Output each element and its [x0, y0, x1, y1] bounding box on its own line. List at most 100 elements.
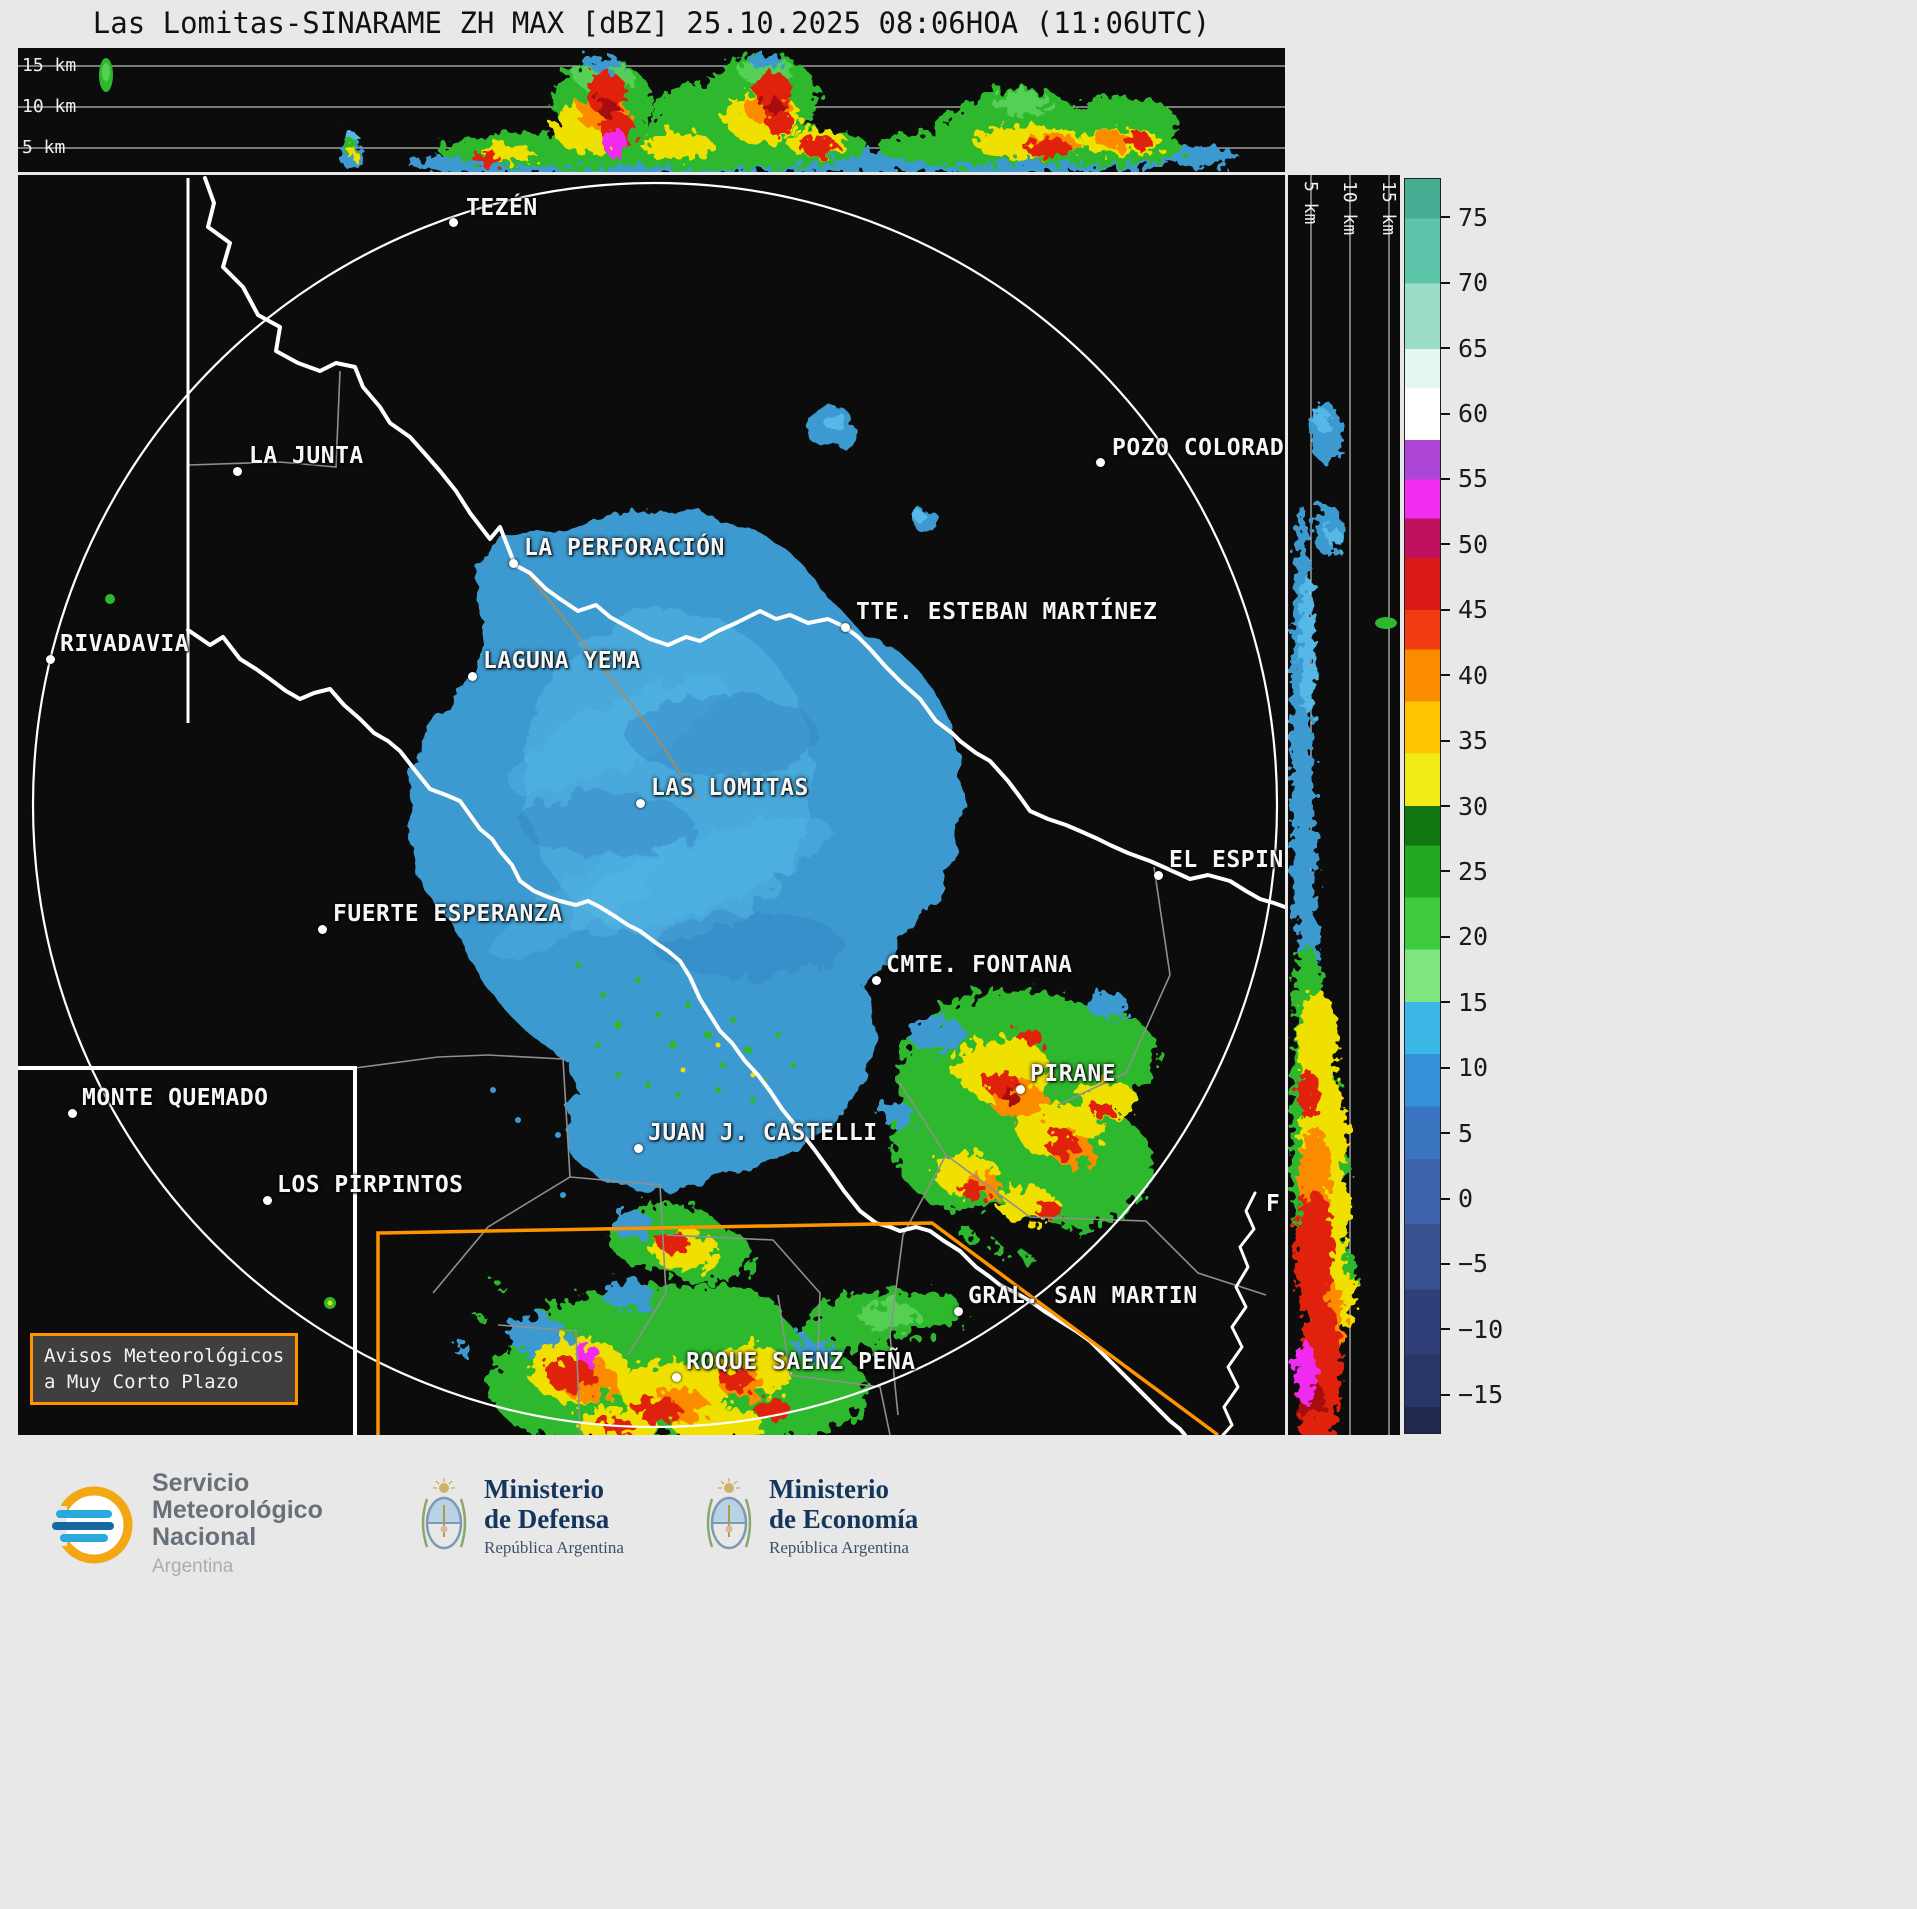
ministry-economia-group: Ministerio de Economía República Argenti…	[703, 1474, 918, 1558]
cross-section-top-graphic	[18, 54, 1285, 172]
city-label: EL ESPIN	[1169, 847, 1284, 873]
smn-wordmark: Servicio Meteorológico Nacional Argentin…	[152, 1470, 323, 1580]
colorbar-tick-label: 55	[1441, 464, 1488, 493]
city-dot	[872, 976, 881, 985]
colorbar-tick-label: 50	[1441, 530, 1488, 559]
city-dot	[634, 1144, 643, 1153]
economia-line1: Ministerio	[769, 1474, 889, 1504]
echo-isolated-blobs	[804, 407, 939, 531]
city-dot	[841, 623, 850, 632]
radar-map-panel: TEZÉN LA JUNTA POZO COLORADO LA PERFORACIÓN…	[18, 175, 1285, 1435]
rivers	[186, 176, 1285, 1435]
city-label: POZO COLORADO	[1112, 435, 1285, 461]
smn-line3: Nacional	[152, 1523, 257, 1551]
notice-box: Avisos Meteorológicos a Muy Corto Plazo	[30, 1333, 299, 1405]
city-label: ROQUE SAENZ PEÑA	[686, 1349, 916, 1375]
colorbar-tick-label: −15	[1441, 1380, 1503, 1409]
city-label: CMTE. FONTANA	[886, 952, 1073, 978]
altitude-label-v-15km: 15 km	[1378, 181, 1399, 236]
city-dot	[468, 672, 477, 681]
city-label: LOS PIRPINTOS	[277, 1172, 464, 1198]
city-dot	[263, 1196, 272, 1205]
altitude-label-v-10km: 10 km	[1339, 181, 1360, 236]
altitude-label-15km: 15 km	[22, 55, 77, 76]
city-label: TEZÉN	[466, 195, 538, 221]
colorbar-tick-label: 60	[1441, 399, 1488, 428]
city-label: FUERTE ESPERANZA	[333, 901, 563, 927]
coat-of-arms-icon	[421, 1478, 467, 1550]
page-title: Las Lomitas-SINARAME ZH MAX [dBZ] 25.10.…	[92, 6, 1211, 40]
colorbar-tick-label: 40	[1441, 661, 1488, 690]
ministry-defensa-group: Ministerio de Defensa República Argentin…	[418, 1474, 624, 1558]
colorbar-tick-label: 65	[1441, 334, 1488, 363]
altitude-label-10km: 10 km	[22, 96, 77, 117]
city-label: MONTE QUEMADO	[82, 1085, 269, 1111]
warning-polygon	[376, 1221, 1220, 1435]
altitude-label-5km: 5 km	[22, 137, 66, 158]
admin-boundaries	[187, 370, 1267, 1435]
colorbar-gradient	[1404, 178, 1441, 1434]
altitude-label-v-5km: 5 km	[1300, 181, 1321, 225]
city-dot	[318, 925, 327, 934]
city-label: GRAL. SAN MARTIN	[968, 1283, 1198, 1309]
colorbar-tick-label: −5	[1441, 1249, 1488, 1278]
economia-sub: República Argentina	[769, 1538, 909, 1557]
notice-line2: a Muy Corto Plazo	[44, 1371, 239, 1393]
smn-logo-group: Servicio Meteorológico Nacional Argentin…	[52, 1470, 323, 1580]
city-label: PIRANE	[1030, 1061, 1117, 1087]
range-ring	[31, 181, 1279, 1429]
city-dot	[954, 1307, 963, 1316]
colorbar-ticks: 75 70 65 60 55 50 45 40 35 30 25 20 15 10 5 0 −5 −10 −15	[1441, 0, 1561, 1909]
cross-section-top-panel: 15 km 10 km 5 km	[18, 48, 1285, 172]
colorbar-tick-label: 30	[1441, 792, 1488, 821]
city-label: TTE. ESTEBAN MARTÍNEZ	[856, 599, 1158, 625]
notice-line1: Avisos Meteorológicos	[44, 1345, 285, 1367]
ministry-defensa-text: Ministerio de Defensa República Argentin…	[484, 1474, 624, 1558]
smn-line1: Servicio	[152, 1469, 250, 1497]
city-label: F	[1266, 1191, 1281, 1217]
colorbar-tick-label: 20	[1441, 922, 1488, 951]
defensa-sub: República Argentina	[484, 1538, 624, 1557]
defensa-line1: Ministerio	[484, 1474, 604, 1504]
ministry-economia-text: Ministerio de Economía República Argenti…	[769, 1474, 918, 1558]
route-line	[523, 568, 699, 801]
city-dot	[672, 1373, 681, 1382]
echo-southern-convection	[453, 1203, 963, 1435]
city-dot	[68, 1109, 77, 1118]
colorbar-tick-label: 5	[1441, 1119, 1473, 1148]
city-label: LAGUNA YEMA	[483, 648, 641, 674]
city-label: RIVADAVIA	[60, 631, 190, 657]
cross-section-right-graphic	[1290, 175, 1397, 1435]
city-layer: TEZÉN LA JUNTA POZO COLORADO LA PERFORACIÓN…	[18, 175, 1285, 1435]
smn-logo-icon	[52, 1486, 133, 1564]
city-dot	[449, 218, 458, 227]
city-dot	[1096, 458, 1105, 467]
colorbar-tick-label: 25	[1441, 857, 1488, 886]
colorbar-tick-label: −10	[1441, 1315, 1503, 1344]
smn-country: Argentina	[152, 1556, 234, 1577]
city-label: LA JUNTA	[249, 443, 364, 469]
colorbar-tick-label: 10	[1441, 1053, 1488, 1082]
city-dot	[636, 799, 645, 808]
colorbar-tick-label: 0	[1441, 1184, 1473, 1213]
city-label: LAS LOMITAS	[651, 775, 809, 801]
colorbar-tick-label: 75	[1441, 203, 1488, 232]
city-dot	[509, 559, 518, 568]
city-dot	[1016, 1085, 1025, 1094]
colorbar-tick-label: 15	[1441, 988, 1488, 1017]
province-boundaries	[18, 178, 357, 1435]
colorbar-tick-label: 35	[1441, 726, 1488, 755]
city-dot	[46, 655, 55, 664]
radar-map-graphic	[18, 176, 1285, 1435]
city-dot	[1154, 871, 1163, 880]
city-label: JUAN J. CASTELLI	[648, 1120, 878, 1146]
city-dot	[233, 467, 242, 476]
colorbar-tick-label: 70	[1441, 268, 1488, 297]
cross-section-right-panel: 5 km 10 km 15 km	[1288, 175, 1400, 1435]
smn-line2: Meteorológico	[152, 1496, 323, 1524]
colorbar-tick-label: 45	[1441, 595, 1488, 624]
city-label: LA PERFORACIÓN	[524, 535, 725, 561]
echo-central-blue-mass	[408, 510, 963, 1190]
echo-pirane-cluster	[880, 990, 1158, 1266]
